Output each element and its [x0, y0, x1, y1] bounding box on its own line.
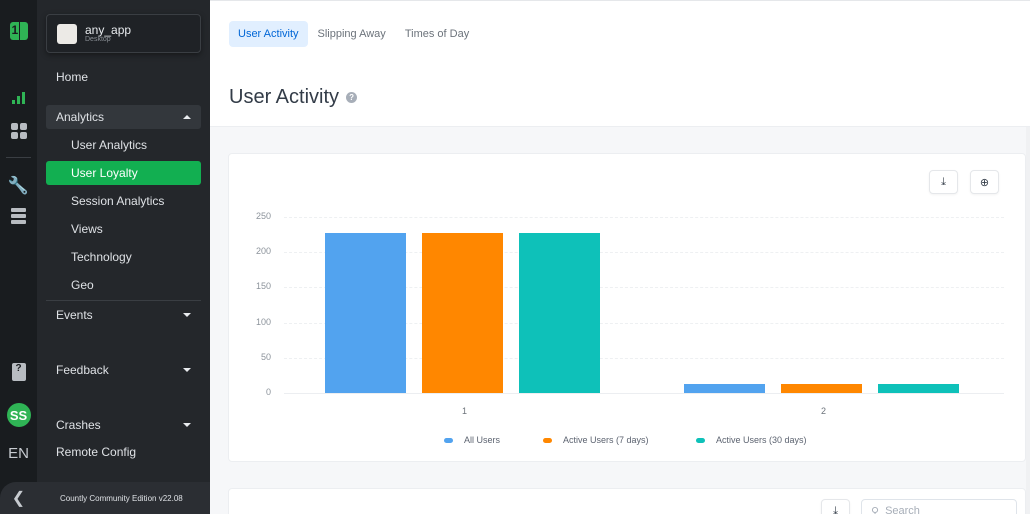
y-axis-tick: 250 [255, 211, 271, 221]
page-title: User Activity ? [229, 86, 358, 109]
countly-logo-icon[interactable] [0, 22, 37, 40]
icon-rail: 🔧 ? SS EN [0, 0, 37, 514]
gridline [284, 252, 1004, 254]
y-axis-tick: 200 [255, 246, 271, 257]
gridline [284, 357, 1004, 359]
app-name: any_app [85, 22, 132, 37]
chart-card: ⤓ ⊕ 0 50 100 150 200 250 1 2 All Users Active U… [228, 153, 1026, 462]
gridline [284, 287, 1004, 289]
bar[interactable] [684, 383, 765, 393]
legend-swatch [543, 437, 552, 443]
legend-item-all-users[interactable]: All Users [444, 435, 500, 445]
app-platform: Desktop [85, 35, 111, 43]
sidebar-item-user-loyalty[interactable]: User Loyalty [46, 161, 201, 185]
bar[interactable] [325, 233, 406, 393]
legend-swatch [444, 437, 453, 443]
dashboard-grid-icon[interactable] [0, 123, 37, 139]
sidebar-divider [46, 300, 201, 301]
help-center-icon[interactable]: ? [0, 363, 37, 381]
search-icon: ⚲ [871, 505, 880, 514]
sidebar-item-geo[interactable]: Geo [71, 278, 94, 292]
caret-down-icon [183, 423, 191, 427]
bar[interactable] [781, 383, 862, 393]
caret-down-icon [183, 313, 191, 317]
sidebar-section-events[interactable]: Events [46, 303, 201, 327]
main-content: User Activity Slipping Away Times of Day… [210, 0, 1030, 514]
tab-user-activity[interactable]: User Activity [229, 21, 308, 47]
export-table-button[interactable]: ⤓ [821, 499, 850, 514]
caret-down-icon [183, 368, 191, 372]
page-scrollbar[interactable] [1026, 127, 1030, 514]
sidebar-item-home[interactable]: Home [56, 70, 89, 84]
sidebar-item-session-analytics[interactable]: Session Analytics [71, 194, 165, 208]
gridline [284, 217, 1004, 218]
sidebar-item-user-analytics[interactable]: User Analytics [71, 138, 148, 152]
y-axis-tick: 0 [265, 387, 271, 397]
page-header: User Activity Slipping Away Times of Day… [210, 0, 1030, 127]
gridline [284, 322, 1004, 324]
analytics-bars-icon[interactable] [0, 90, 37, 104]
y-axis-tick: 50 [260, 351, 271, 362]
sidebar-section-analytics[interactable]: Analytics [46, 105, 201, 129]
y-axis-tick: 150 [255, 281, 271, 292]
tab-times-of-day[interactable]: Times of Day [404, 28, 470, 40]
help-tooltip-icon[interactable]: ? [346, 92, 358, 103]
rail-divider [6, 157, 31, 158]
y-axis-tick: 100 [255, 316, 271, 327]
language-selector[interactable]: EN [8, 445, 29, 462]
legend-swatch [696, 437, 705, 443]
tab-bar: User Activity Slipping Away Times of Day [229, 21, 479, 47]
sidebar-footer: ❮ Countly Community Edition v22.08 [0, 482, 210, 514]
wrench-icon[interactable]: 🔧 [7, 176, 30, 195]
x-axis-tick: 1 [462, 406, 468, 416]
sidebar-section-feedback[interactable]: Feedback [46, 358, 201, 382]
bar[interactable] [519, 233, 600, 393]
zoom-chart-button[interactable]: ⊕ [970, 170, 999, 194]
user-avatar[interactable]: SS [0, 403, 37, 427]
x-axis-line [284, 393, 1004, 394]
edition-label: Countly Community Edition v22.08 [60, 493, 183, 503]
tab-slipping-away[interactable]: Slipping Away [317, 28, 386, 40]
legend-item-active-30[interactable]: Active Users (30 days) [696, 435, 807, 445]
table-card: ⤓ ⚲ Search [228, 488, 1026, 514]
bar[interactable] [422, 233, 503, 393]
table-search-input[interactable]: ⚲ Search [861, 499, 1017, 514]
app-thumbnail [57, 23, 77, 44]
bar[interactable] [878, 383, 959, 393]
app-selector[interactable]: any_app Desktop [46, 14, 201, 53]
bar-chart: 0 50 100 150 200 250 1 2 [229, 154, 1027, 463]
caret-up-icon [183, 115, 191, 119]
download-chart-button[interactable]: ⤓ [929, 170, 958, 194]
database-icon[interactable] [0, 208, 37, 224]
legend-item-active-7[interactable]: Active Users (7 days) [543, 435, 649, 445]
download-icon: ⤓ [833, 504, 838, 514]
x-axis-tick: 2 [821, 406, 827, 416]
download-icon: ⤓ [941, 175, 946, 188]
zoom-in-icon: ⊕ [979, 176, 990, 189]
sidebar-item-views[interactable]: Views [71, 222, 103, 236]
sidebar: any_app Desktop Home Analytics User Anal… [37, 0, 210, 514]
sidebar-item-technology[interactable]: Technology [71, 250, 132, 264]
collapse-sidebar-chevron-icon[interactable]: ❮ [11, 490, 26, 507]
sidebar-item-remote-config[interactable]: Remote Config [56, 445, 137, 459]
sidebar-section-crashes[interactable]: Crashes [46, 413, 201, 437]
